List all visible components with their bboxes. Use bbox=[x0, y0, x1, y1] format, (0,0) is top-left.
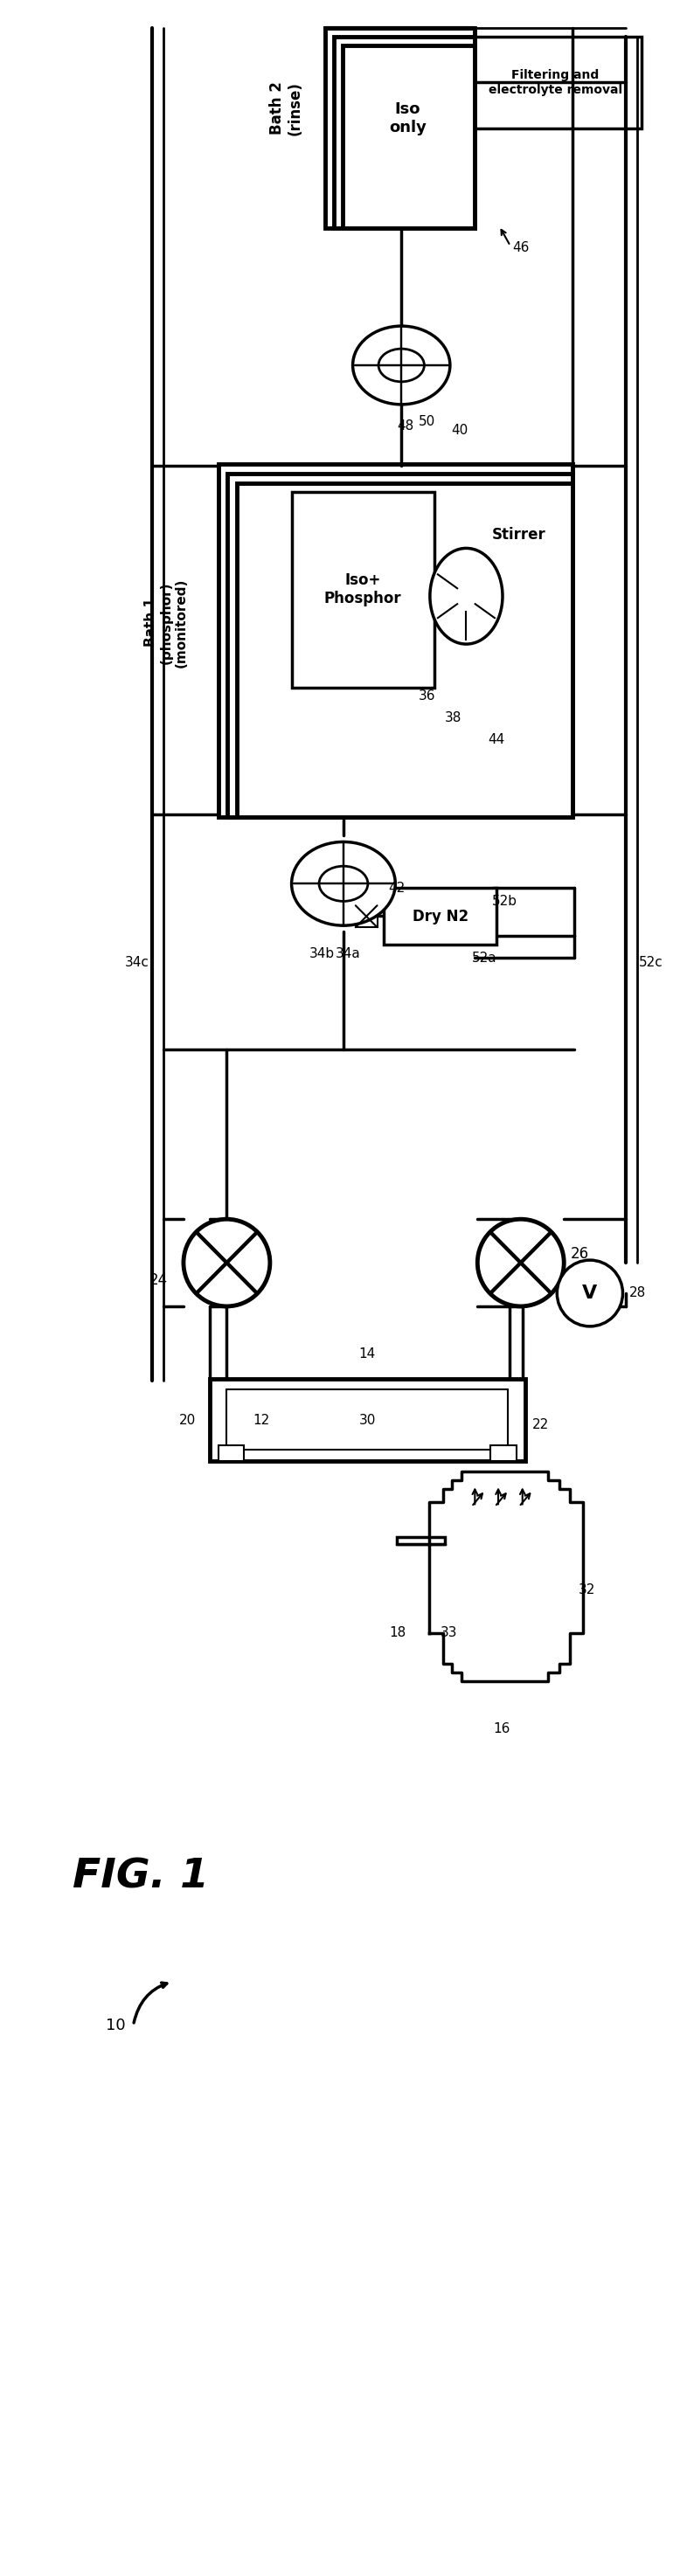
Bar bbox=[469, 36, 642, 129]
Text: 22: 22 bbox=[532, 1417, 549, 1430]
Text: 44: 44 bbox=[488, 734, 505, 747]
Text: Bath 2
(rinse): Bath 2 (rinse) bbox=[269, 82, 303, 134]
Bar bbox=[292, 492, 435, 688]
Bar bbox=[334, 36, 475, 229]
Text: 16: 16 bbox=[493, 1723, 510, 1736]
Text: 28: 28 bbox=[629, 1285, 645, 1301]
Circle shape bbox=[184, 1218, 270, 1306]
Text: 10: 10 bbox=[106, 2017, 126, 2032]
Text: 42: 42 bbox=[388, 881, 405, 894]
Text: 33: 33 bbox=[441, 1625, 458, 1638]
Text: V: V bbox=[582, 1285, 598, 1301]
Text: 48: 48 bbox=[397, 420, 414, 433]
Bar bbox=[209, 1378, 525, 1461]
Bar bbox=[228, 474, 573, 817]
Text: Iso
only: Iso only bbox=[389, 100, 426, 134]
Text: 52b: 52b bbox=[492, 894, 517, 907]
Text: 40: 40 bbox=[452, 425, 469, 438]
Text: 26: 26 bbox=[571, 1247, 590, 1262]
Text: 50: 50 bbox=[419, 415, 435, 428]
Text: 34c: 34c bbox=[124, 956, 149, 969]
Bar bbox=[218, 464, 573, 817]
Ellipse shape bbox=[430, 549, 503, 644]
Circle shape bbox=[557, 1260, 623, 1327]
Text: 46: 46 bbox=[512, 242, 529, 255]
Circle shape bbox=[477, 1218, 564, 1306]
Bar bbox=[218, 1445, 244, 1461]
Text: 52c: 52c bbox=[639, 956, 664, 969]
Text: 14: 14 bbox=[359, 1347, 375, 1360]
Bar bbox=[343, 46, 475, 229]
Bar bbox=[325, 28, 475, 229]
Text: Iso+
Phosphor: Iso+ Phosphor bbox=[324, 572, 402, 605]
Ellipse shape bbox=[379, 348, 424, 381]
Text: 18: 18 bbox=[389, 1625, 406, 1638]
Text: 38: 38 bbox=[445, 711, 462, 724]
Text: 24: 24 bbox=[149, 1273, 167, 1288]
Ellipse shape bbox=[353, 327, 450, 404]
Text: FIG. 1: FIG. 1 bbox=[73, 1857, 209, 1896]
Bar bbox=[237, 482, 573, 817]
Text: 34b: 34b bbox=[309, 948, 335, 961]
Ellipse shape bbox=[292, 842, 395, 925]
Text: 20: 20 bbox=[179, 1414, 196, 1427]
Text: Dry N2: Dry N2 bbox=[412, 909, 469, 925]
Ellipse shape bbox=[319, 866, 368, 902]
Bar bbox=[397, 1538, 445, 1543]
Bar bbox=[384, 889, 496, 945]
Text: 52a: 52a bbox=[473, 951, 497, 963]
Text: Bath 1
(phosphor)
(monitored): Bath 1 (phosphor) (monitored) bbox=[144, 577, 188, 667]
Text: Filtering and
electrolyte removal: Filtering and electrolyte removal bbox=[488, 70, 622, 95]
Text: 34a: 34a bbox=[335, 948, 360, 961]
Text: Stirrer: Stirrer bbox=[492, 528, 546, 544]
Text: 12: 12 bbox=[253, 1414, 269, 1427]
Text: 36: 36 bbox=[419, 690, 436, 703]
Text: 30: 30 bbox=[359, 1414, 376, 1427]
Bar bbox=[226, 1388, 508, 1450]
Bar bbox=[490, 1445, 516, 1461]
Bar bbox=[356, 907, 377, 927]
Text: 32: 32 bbox=[579, 1582, 596, 1597]
